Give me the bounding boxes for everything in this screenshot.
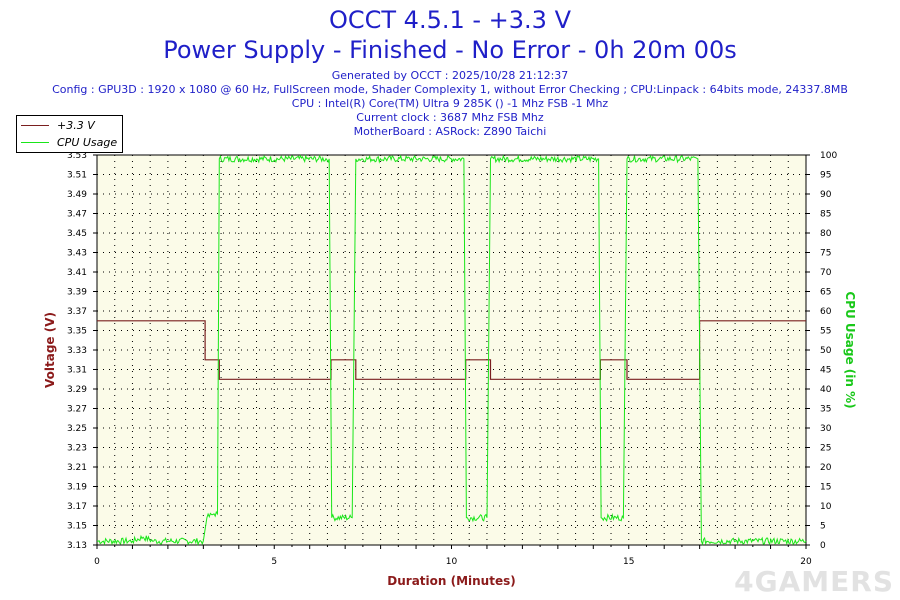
y-left-tick-label: 3.29 [67, 385, 87, 395]
y-right-tick-label: 95 [820, 171, 831, 181]
y-left-tick-label: 3.23 [67, 444, 87, 454]
y-left-tick-label: 3.31 [67, 366, 87, 376]
y-left-tick-label: 3.39 [67, 288, 87, 298]
chart-title: OCCT 4.5.1 - +3.3 V [328, 6, 571, 34]
y-right-tick-label: 25 [820, 444, 831, 454]
info-motherboard: MotherBoard : ASRock: Z890 Taichi [353, 125, 547, 138]
y-right-tick-label: 65 [820, 288, 831, 298]
x-tick-label: 20 [800, 557, 812, 567]
y-right-tick-label: 15 [820, 483, 831, 493]
legend-swatch-cpu [21, 141, 49, 143]
y-right-tick-label: 85 [820, 210, 831, 220]
legend-label-cpu: CPU Usage [57, 135, 118, 149]
y-left-tick-label: 3.15 [67, 522, 87, 532]
y-right-tick-label: 50 [820, 346, 832, 356]
y-right-tick-label: 60 [820, 307, 832, 317]
y-right-tick-label: 100 [820, 151, 837, 161]
x-tick-label: 0 [94, 557, 100, 567]
x-tick-label: 15 [623, 557, 634, 567]
legend: +3.3 V CPU Usage [16, 115, 123, 153]
info-cpu: CPU : Intel(R) Core(TM) Ultra 9 285K () … [291, 97, 609, 110]
y-left-tick-label: 3.47 [67, 210, 87, 220]
legend-swatch-voltage [21, 124, 49, 126]
x-axis-title: Duration (Minutes) [387, 574, 515, 588]
y-left-tick-label: 3.43 [67, 249, 87, 259]
legend-item-voltage: +3.3 V [21, 118, 95, 132]
y-left-tick-label: 3.49 [67, 190, 87, 200]
x-tick-label: 5 [271, 557, 277, 567]
legend-item-cpu: CPU Usage [21, 135, 117, 149]
info-clock: Current clock : 3687 Mhz FSB Mhz [356, 111, 544, 124]
y-left-tick-label: 3.33 [67, 346, 87, 356]
y-left-tick-label: 3.37 [67, 307, 87, 317]
y-right-tick-label: 10 [820, 502, 832, 512]
y-left-tick-label: 3.53 [67, 151, 87, 161]
y-right-tick-label: 55 [820, 327, 831, 337]
y-left-tick-label: 3.35 [67, 327, 87, 337]
x-tick-label: 10 [446, 557, 458, 567]
y-right-tick-label: 70 [820, 268, 832, 278]
y-right-tick-label: 5 [820, 522, 826, 532]
y-right-tick-label: 30 [820, 424, 832, 434]
info-config: Config : GPU3D : 1920 x 1080 @ 60 Hz, Fu… [52, 83, 848, 96]
y-axis-title-right: CPU Usage (in %) [843, 291, 857, 408]
y-left-tick-label: 3.17 [67, 502, 87, 512]
y-left-tick-label: 3.25 [67, 424, 87, 434]
y-left-tick-label: 3.51 [67, 171, 87, 181]
watermark-logo: 4GAMERS [734, 565, 894, 598]
y-right-tick-label: 45 [820, 366, 831, 376]
series-line-cpu [96, 154, 807, 546]
info-generated: Generated by OCCT : 2025/10/28 21:12:37 [331, 69, 569, 82]
y-axis-title-left: Voltage (V) [43, 312, 57, 388]
y-left-tick-label: 3.21 [67, 463, 87, 473]
y-right-tick-label: 20 [820, 463, 832, 473]
y-left-tick-label: 3.27 [67, 405, 87, 415]
y-right-tick-label: 90 [820, 190, 832, 200]
y-right-tick-label: 35 [820, 405, 831, 415]
y-right-tick-label: 80 [820, 229, 832, 239]
y-left-tick-label: 3.41 [67, 268, 87, 278]
legend-label-voltage: +3.3 V [57, 118, 95, 132]
chart-subtitle: Power Supply - Finished - No Error - 0h … [163, 36, 737, 64]
y-right-tick-label: 75 [820, 249, 831, 259]
y-left-tick-label: 3.19 [67, 483, 87, 493]
y-right-tick-label: 40 [820, 385, 832, 395]
y-left-tick-label: 3.13 [67, 541, 87, 551]
y-right-tick-label: 0 [820, 541, 826, 551]
y-left-tick-label: 3.45 [67, 229, 87, 239]
